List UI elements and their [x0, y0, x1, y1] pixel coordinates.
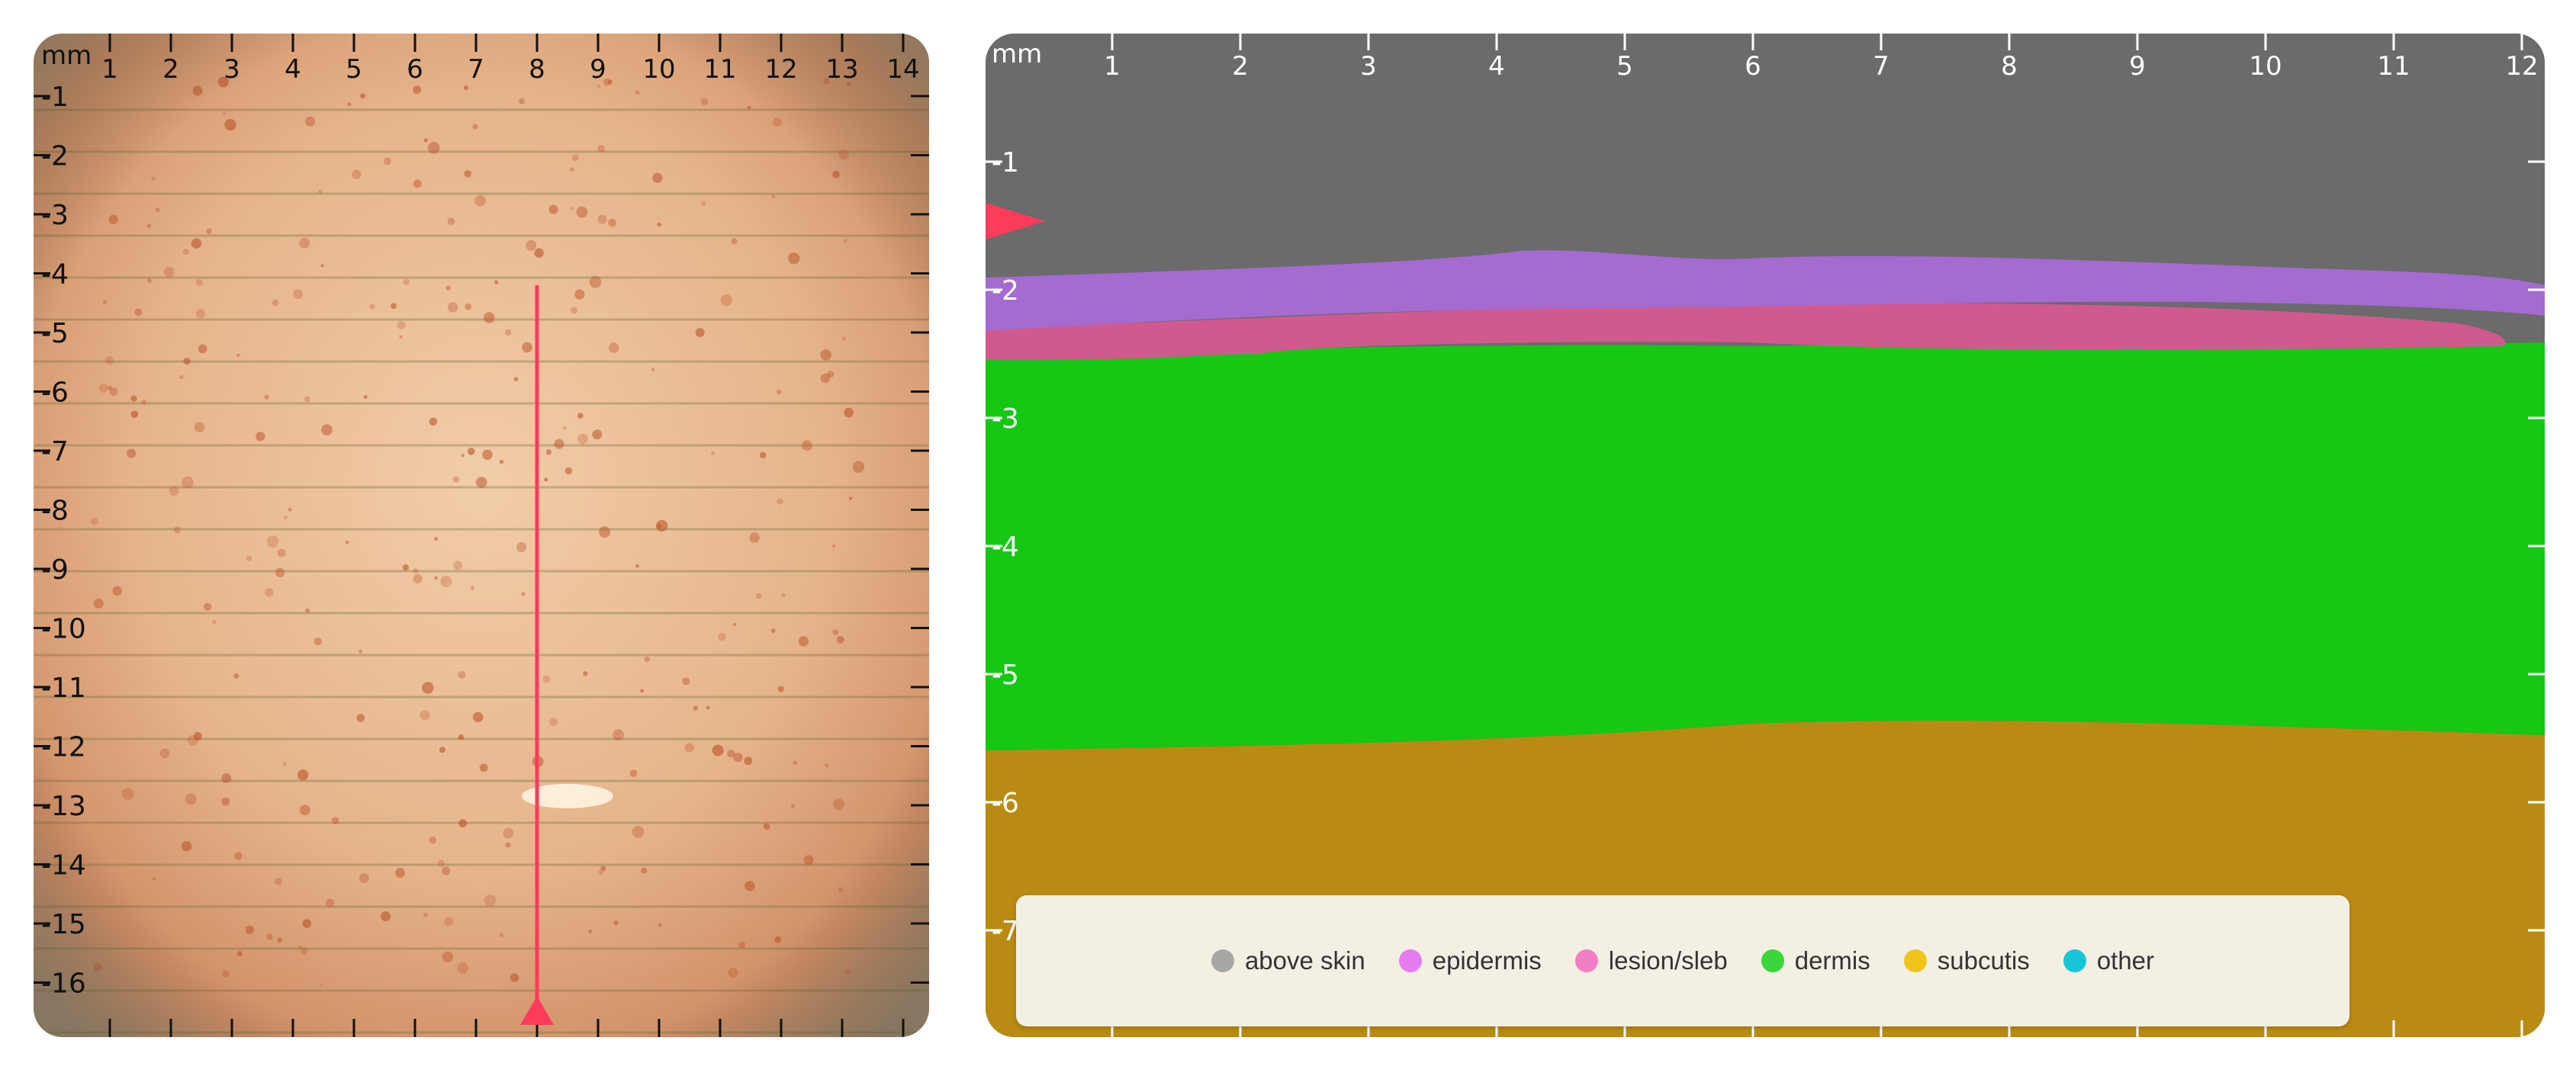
x-tick-label: 14	[886, 54, 919, 85]
legend-item-epidermis: epidermis	[1398, 946, 1542, 975]
y-tick-label: -5	[992, 660, 1019, 691]
epidermis-region	[986, 250, 2545, 331]
y-tick-label: -15	[41, 909, 86, 940]
x-tick-label: 2	[162, 54, 179, 85]
dermis-dot-icon	[1761, 949, 1784, 972]
dermoscopy-image: 1 2 3 4 5 6 7 8 9 10 11 12 13 14mm-1-2-3-4-5-6-7-8-9-…	[34, 34, 929, 1037]
x-tick-label: 12	[2505, 51, 2538, 82]
x-tick-label: 12	[764, 54, 797, 85]
x-tick-label: 4	[285, 54, 301, 85]
y-tick-label: -6	[41, 377, 69, 409]
y-tick-label: -1	[992, 147, 1019, 178]
y-tick-label: -12	[41, 732, 86, 763]
legend-label: subcutis	[1937, 946, 2030, 975]
x-tick-label: 8	[2001, 51, 2018, 82]
x-tick-label: 5	[1616, 51, 1633, 82]
y-tick-label: -2	[41, 141, 69, 172]
x-tick-label: 11	[2377, 51, 2410, 82]
y-tick-label: -4	[41, 259, 69, 291]
x-tick-label: 10	[642, 54, 675, 85]
probe-marker	[520, 996, 554, 1025]
unit-label: mm	[41, 40, 92, 71]
y-tick-label: -3	[41, 200, 69, 231]
x-tick-label: 7	[1873, 51, 1889, 82]
legend-label: lesion/sleb	[1608, 946, 1728, 975]
depth-marker	[986, 203, 1045, 239]
y-tick-label: -14	[41, 850, 86, 882]
x-tick-label: 1	[101, 54, 118, 85]
x-tick-label: 7	[468, 54, 484, 85]
y-tick-label: -16	[41, 968, 86, 1000]
y-tick-label: -3	[992, 403, 1019, 435]
x-tick-label: 4	[1488, 51, 1505, 82]
y-tick-label: -7	[41, 436, 69, 467]
x-tick-label: 3	[224, 54, 240, 85]
x-tick-label: 11	[703, 54, 736, 85]
y-tick-label: -7	[992, 916, 1019, 947]
unit-label: mm	[992, 39, 1042, 69]
x-tick-label: 8	[529, 54, 545, 85]
legend-label: epidermis	[1432, 946, 1542, 975]
x-tick-label: 13	[825, 54, 858, 85]
epidermis-dot-icon	[1398, 949, 1422, 972]
other-dot-icon	[2063, 949, 2086, 972]
legend-item-above-skin: above skin	[1211, 946, 1365, 975]
y-tick-label: -13	[41, 791, 86, 822]
y-tick-label: -9	[41, 554, 69, 586]
y-tick-label: -8	[41, 496, 69, 527]
lesion-dot-icon	[1574, 949, 1598, 972]
x-tick-label: 3	[1360, 51, 1377, 82]
x-tick-label: 6	[407, 54, 423, 85]
legend-item-dermis: dermis	[1761, 946, 1870, 975]
dermis-region	[986, 342, 2545, 750]
x-tick-label: 9	[2129, 51, 2146, 82]
above-skin-dot-icon	[1211, 949, 1234, 972]
y-tick-label: -10	[41, 614, 86, 645]
y-tick-label: -2	[992, 275, 1019, 307]
legend-item-lesion: lesion/sleb	[1574, 946, 1728, 975]
x-tick-label: 6	[1745, 51, 1761, 82]
y-tick-label: -1	[41, 82, 69, 113]
x-tick-label: 9	[590, 54, 606, 85]
x-tick-label: 1	[1104, 51, 1121, 82]
legend-item-other: other	[2063, 946, 2154, 975]
y-tick-label: -5	[41, 318, 69, 349]
legend-label: other	[2096, 946, 2155, 975]
lesion-region	[986, 303, 2506, 361]
dermoscopy-image-panel: 1 2 3 4 5 6 7 8 9 10 11 12 13 14 mm -1 -2 -3 -4 -5 -6 -7 -8 -9-…	[34, 34, 929, 1037]
y-tick-label: -11	[41, 673, 86, 704]
legend-label: above skin	[1244, 946, 1365, 975]
legend: above skin epidermis lesion/sleb dermis …	[1016, 895, 2349, 1026]
segmentation-image-panel: 1 2 3 4 5 6 7 8 9 10 11 12 mm -1 -2 -3 -4 -5 -6 -7 above sk…	[986, 34, 2545, 1037]
subcutis-dot-icon	[1903, 949, 1927, 972]
x-tick-label: 10	[2249, 51, 2282, 82]
x-tick-label: 2	[1232, 51, 1249, 82]
y-tick-label: -4	[992, 532, 1019, 563]
y-tick-label: -6	[992, 788, 1019, 819]
x-tick-label: 5	[346, 54, 362, 85]
legend-item-subcutis: subcutis	[1903, 946, 2030, 975]
legend-label: dermis	[1794, 946, 1870, 975]
